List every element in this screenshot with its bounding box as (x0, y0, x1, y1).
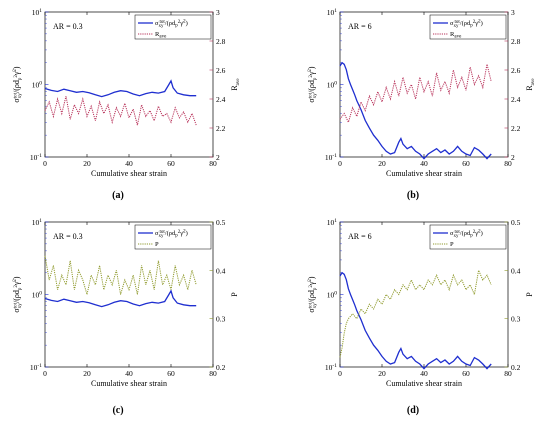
y-right-tick-label: 2.4 (511, 95, 521, 104)
y-left-tick-label: 10-1 (30, 363, 42, 372)
x-axis-label: Cumulative shear strain (386, 169, 462, 178)
x-tick-label: 80 (504, 369, 512, 378)
y-left-tick-label: 101 (32, 218, 43, 227)
panel-label: (a) (112, 190, 124, 201)
panel-annotation: AR = 6 (348, 232, 372, 241)
y-right-tick-label: 2.8 (216, 37, 226, 46)
x-tick-label: 80 (209, 159, 217, 168)
y-right-tick-label: 2.6 (511, 66, 521, 75)
x-tick-label: 60 (462, 159, 470, 168)
x-tick-label: 20 (83, 369, 91, 378)
panel-annotation: AR = 0.3 (53, 232, 83, 241)
series-line-stress (44, 289, 197, 308)
series-line-rave (339, 64, 492, 124)
x-tick-label: 20 (378, 369, 386, 378)
x-tick-label: 60 (167, 159, 175, 168)
x-tick-label: 60 (462, 369, 470, 378)
y-left-tick-label: 100 (32, 291, 43, 300)
y-left-tick-label: 100 (32, 81, 43, 90)
y-left-tick-label: 101 (327, 8, 338, 17)
y-right-tick-label: 0.5 (511, 218, 521, 227)
y-left-axis-label: σxytot/(ρdp2γ̇2) (12, 276, 23, 313)
y-right-tick-label: 2.4 (216, 95, 226, 104)
x-axis-label: Cumulative shear strain (91, 379, 167, 388)
x-tick-label: 40 (420, 159, 428, 168)
legend-box (429, 14, 507, 40)
panel-label: (d) (407, 405, 419, 416)
chart-panel-2: 0 20 40 60 80 Cumulative shear strain 101 100 10… (307, 8, 536, 201)
legend-box (429, 224, 507, 250)
y-right-tick-label: 2 (511, 153, 515, 162)
x-axis-label: Cumulative shear strain (386, 379, 462, 388)
chart-panel-1: 0 20 40 60 80 Cumulative shear strain 101 100 10… (12, 8, 241, 201)
chart-panel-3: 0 20 40 60 80 Cumulative shear strain 101 100 10… (12, 218, 239, 416)
y-right-axis-label: Rave (525, 78, 536, 91)
legend-label-right: Rave (155, 31, 167, 40)
legend-label-right: P (450, 241, 454, 248)
y-right-tick-label: 0.4 (511, 266, 521, 275)
y-right-tick-label: 0.5 (216, 218, 226, 227)
x-tick-label: 80 (209, 369, 217, 378)
y-right-tick-label: 2.2 (511, 124, 521, 133)
series-line-stress (339, 271, 492, 370)
legend-label-stress: σxytot/(ρdp2γ̇2) (450, 230, 483, 240)
y-left-tick-label: 100 (327, 291, 338, 300)
y-right-axis-label: Rave (230, 78, 241, 91)
y-left-axis-label: σxytot/(ρdp2γ̇2) (307, 66, 318, 103)
y-right-tick-label: 0.2 (511, 363, 521, 372)
legend-label-right: P (155, 241, 159, 248)
x-tick-label: 0 (43, 159, 47, 168)
panel-annotation: AR = 6 (348, 22, 372, 31)
series-line-p (339, 268, 492, 358)
legend-label-stress: σxytot/(ρdp2γ̇2) (450, 20, 483, 30)
panel-label: (c) (112, 405, 123, 416)
series-line-stress (339, 61, 492, 160)
y-right-tick-label: 2 (216, 153, 220, 162)
legend-label-right: Rave (450, 31, 462, 40)
legend-box (134, 224, 212, 250)
y-left-axis-label: σxytot/(ρdp2γ̇2) (12, 66, 23, 103)
y-left-tick-label: 10-1 (30, 153, 42, 162)
y-right-tick-label: 0.2 (216, 363, 226, 372)
x-tick-label: 20 (378, 159, 386, 168)
series-line-rave (44, 95, 197, 126)
x-tick-label: 80 (504, 159, 512, 168)
y-right-tick-label: 2.8 (511, 37, 521, 46)
x-tick-label: 40 (125, 369, 133, 378)
y-right-axis-label: P (230, 292, 239, 297)
y-right-tick-label: 3 (511, 8, 515, 17)
y-right-tick-label: 2.6 (216, 66, 226, 75)
y-left-tick-label: 10-1 (325, 363, 337, 372)
y-left-axis-label: σxytot/(ρdp2γ̇2) (307, 276, 318, 313)
series-line-stress (44, 79, 197, 98)
x-tick-label: 0 (43, 369, 47, 378)
x-tick-label: 40 (420, 369, 428, 378)
y-right-axis-label: P (525, 292, 534, 297)
legend-label-stress: σxytot/(ρdp2γ̇2) (155, 230, 188, 240)
panel-annotation: AR = 0.3 (53, 22, 83, 31)
legend-box (134, 14, 212, 40)
y-right-tick-label: 2.2 (216, 124, 226, 133)
x-axis-label: Cumulative shear strain (91, 169, 167, 178)
panel-label: (b) (407, 190, 419, 201)
x-tick-label: 0 (338, 369, 342, 378)
series-line-p (44, 255, 197, 295)
y-right-tick-label: 0.3 (511, 315, 521, 324)
x-tick-label: 20 (83, 159, 91, 168)
y-right-tick-label: 0.4 (216, 266, 226, 275)
x-tick-label: 60 (167, 369, 175, 378)
legend-label-stress: σxytot/(ρdp2γ̇2) (155, 20, 188, 30)
x-tick-label: 40 (125, 159, 133, 168)
y-left-tick-label: 100 (327, 81, 338, 90)
chart-panel-4: 0 20 40 60 80 Cumulative shear strain 101 100 10… (307, 218, 534, 416)
y-right-tick-label: 0.3 (216, 315, 226, 324)
y-left-tick-label: 101 (327, 218, 338, 227)
x-tick-label: 0 (338, 159, 342, 168)
y-left-tick-label: 10-1 (325, 153, 337, 162)
y-left-tick-label: 101 (32, 8, 43, 17)
y-right-tick-label: 3 (216, 8, 220, 17)
